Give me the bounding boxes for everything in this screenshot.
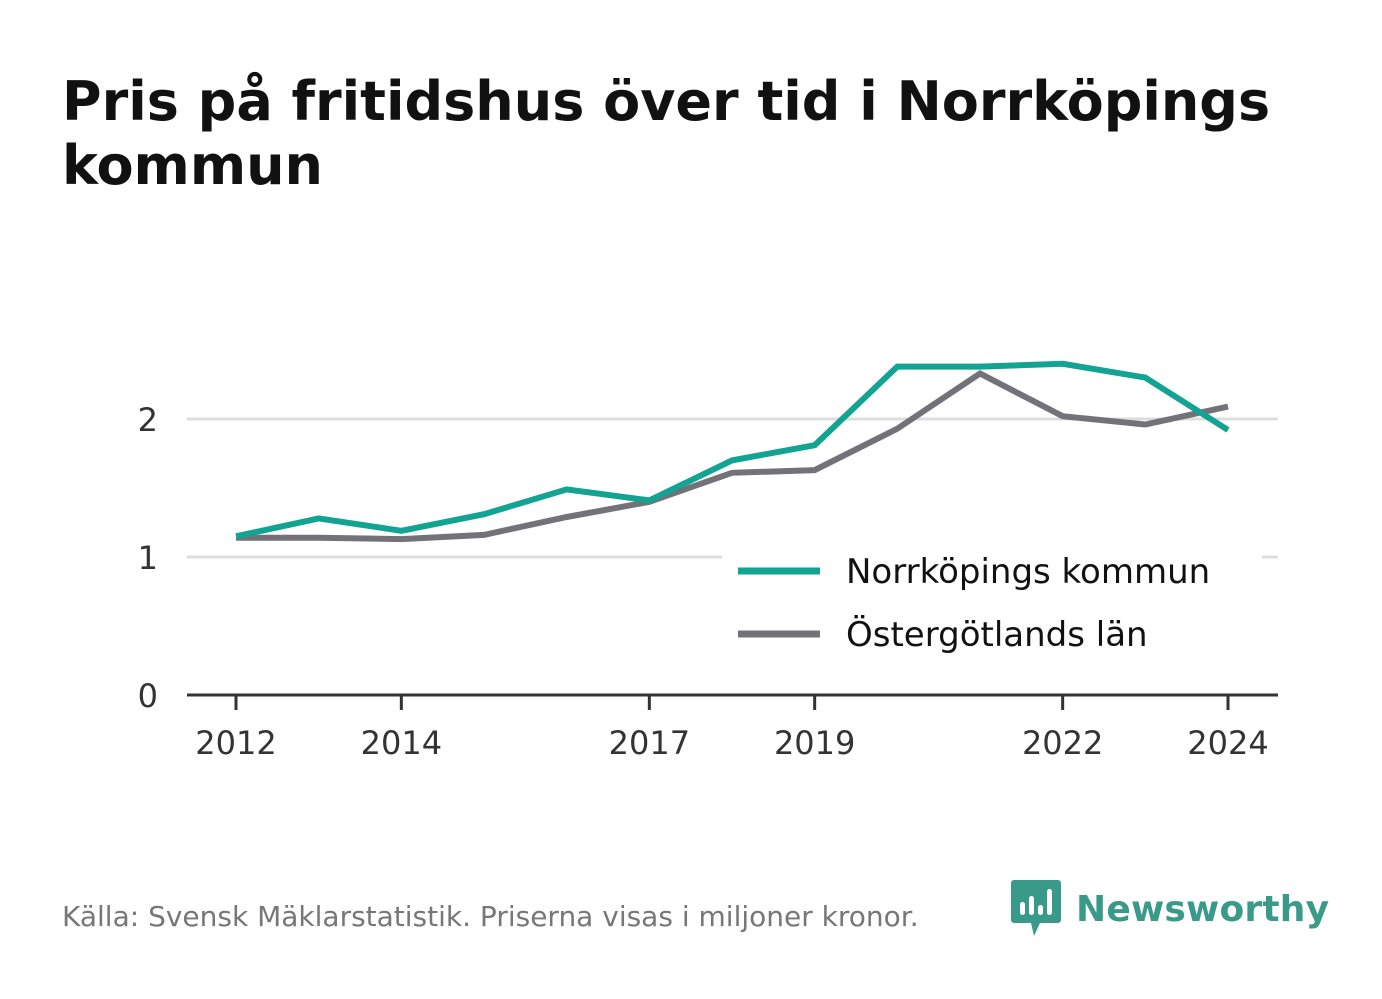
source-note: Källa: Svensk Mäklarstatistik. Priserna … [62, 900, 919, 933]
y-tick-label: 1 [138, 539, 158, 577]
legend: Norrköpings kommun Östergötlands län [722, 540, 1262, 675]
x-axis-ticks: 2012 2014 2017 2019 2022 2024 [195, 695, 1269, 762]
x-tick-label: 2024 [1187, 724, 1268, 762]
legend-label: Östergötlands län [846, 614, 1148, 655]
x-tick-label: 2019 [774, 724, 855, 762]
series-lines [235, 360, 1230, 543]
chart-title: Pris på fritidshus över tid i Norrköping… [62, 70, 1271, 197]
legend-label: Norrköpings kommun [846, 552, 1210, 592]
y-tick-label: 0 [138, 677, 158, 715]
series-line-norrkoping [235, 360, 1230, 540]
y-tick-label: 2 [138, 401, 158, 439]
newsworthy-logo-icon [1011, 880, 1061, 936]
y-axis-ticks: 0 1 2 [138, 401, 158, 715]
x-tick-label: 2012 [195, 724, 276, 762]
legend-background [722, 540, 1262, 675]
x-tick-label: 2022 [1022, 724, 1103, 762]
x-tick-label: 2017 [609, 724, 690, 762]
brand-name: Newsworthy [1076, 888, 1330, 930]
brand-logo: Newsworthy [1010, 878, 1329, 940]
x-tick-label: 2014 [361, 724, 442, 762]
series-line-ostergotland [236, 370, 1229, 543]
